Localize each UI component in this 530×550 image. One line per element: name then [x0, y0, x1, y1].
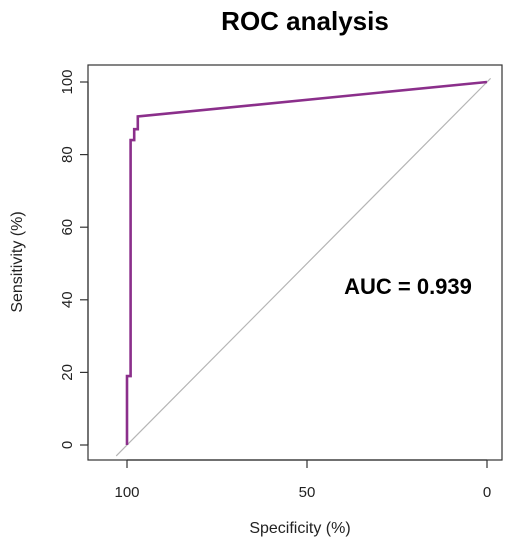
- y-axis-label: Sensitivity (%): [9, 211, 26, 312]
- y-tick-label: 0: [59, 441, 76, 449]
- x-tick-label: 0: [483, 484, 491, 501]
- x-axis-label: Specificity (%): [249, 520, 350, 537]
- auc-annotation: AUC = 0.939: [344, 274, 472, 299]
- roc-curve-line: [125, 80, 488, 445]
- y-tick-label: 80: [59, 146, 76, 163]
- x-tick-label: 50: [299, 484, 316, 501]
- y-tick-label: 40: [59, 291, 76, 308]
- y-tick-label: 100: [59, 69, 76, 94]
- plot-area-frame: [87, 64, 503, 461]
- y-tick-label: 60: [59, 219, 76, 236]
- reference-diagonal-line: [115, 77, 492, 457]
- y-tick-label: 20: [59, 364, 76, 381]
- x-tick-label: 100: [114, 484, 139, 501]
- chart-title: ROC analysis: [221, 6, 389, 36]
